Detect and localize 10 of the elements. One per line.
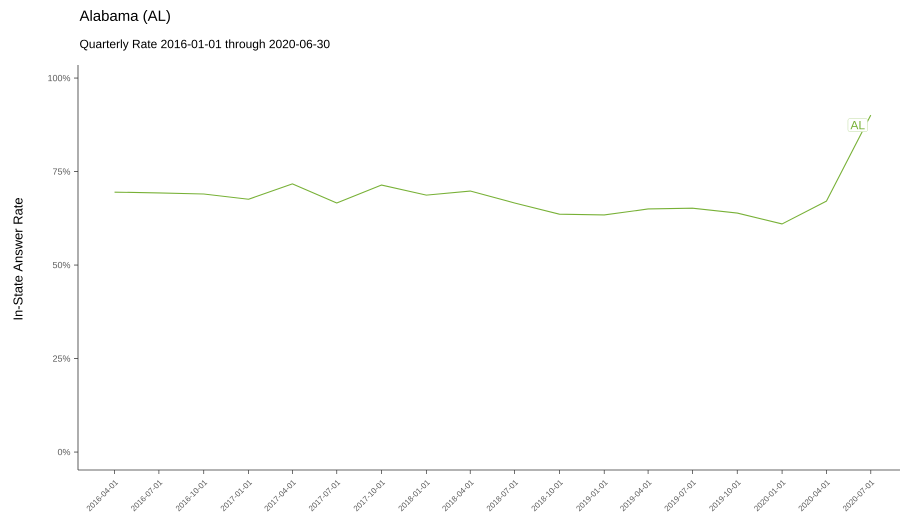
y-tick-label: 75% [52, 168, 70, 175]
series-label: AL [850, 121, 865, 130]
line-series [114, 114, 872, 224]
y-tick-label: 25% [52, 355, 70, 362]
chart-subtitle: Quarterly Rate 2016-01-01 through 2020-06-30 [80, 39, 330, 51]
y-tick-label: 50% [52, 262, 70, 268]
y-tick-label: 100% [48, 74, 70, 82]
y-axis-title: In-State Answer Rate [13, 198, 23, 320]
y-tick-label: 0% [58, 448, 70, 456]
chart-title: Alabama (AL) [80, 10, 170, 24]
